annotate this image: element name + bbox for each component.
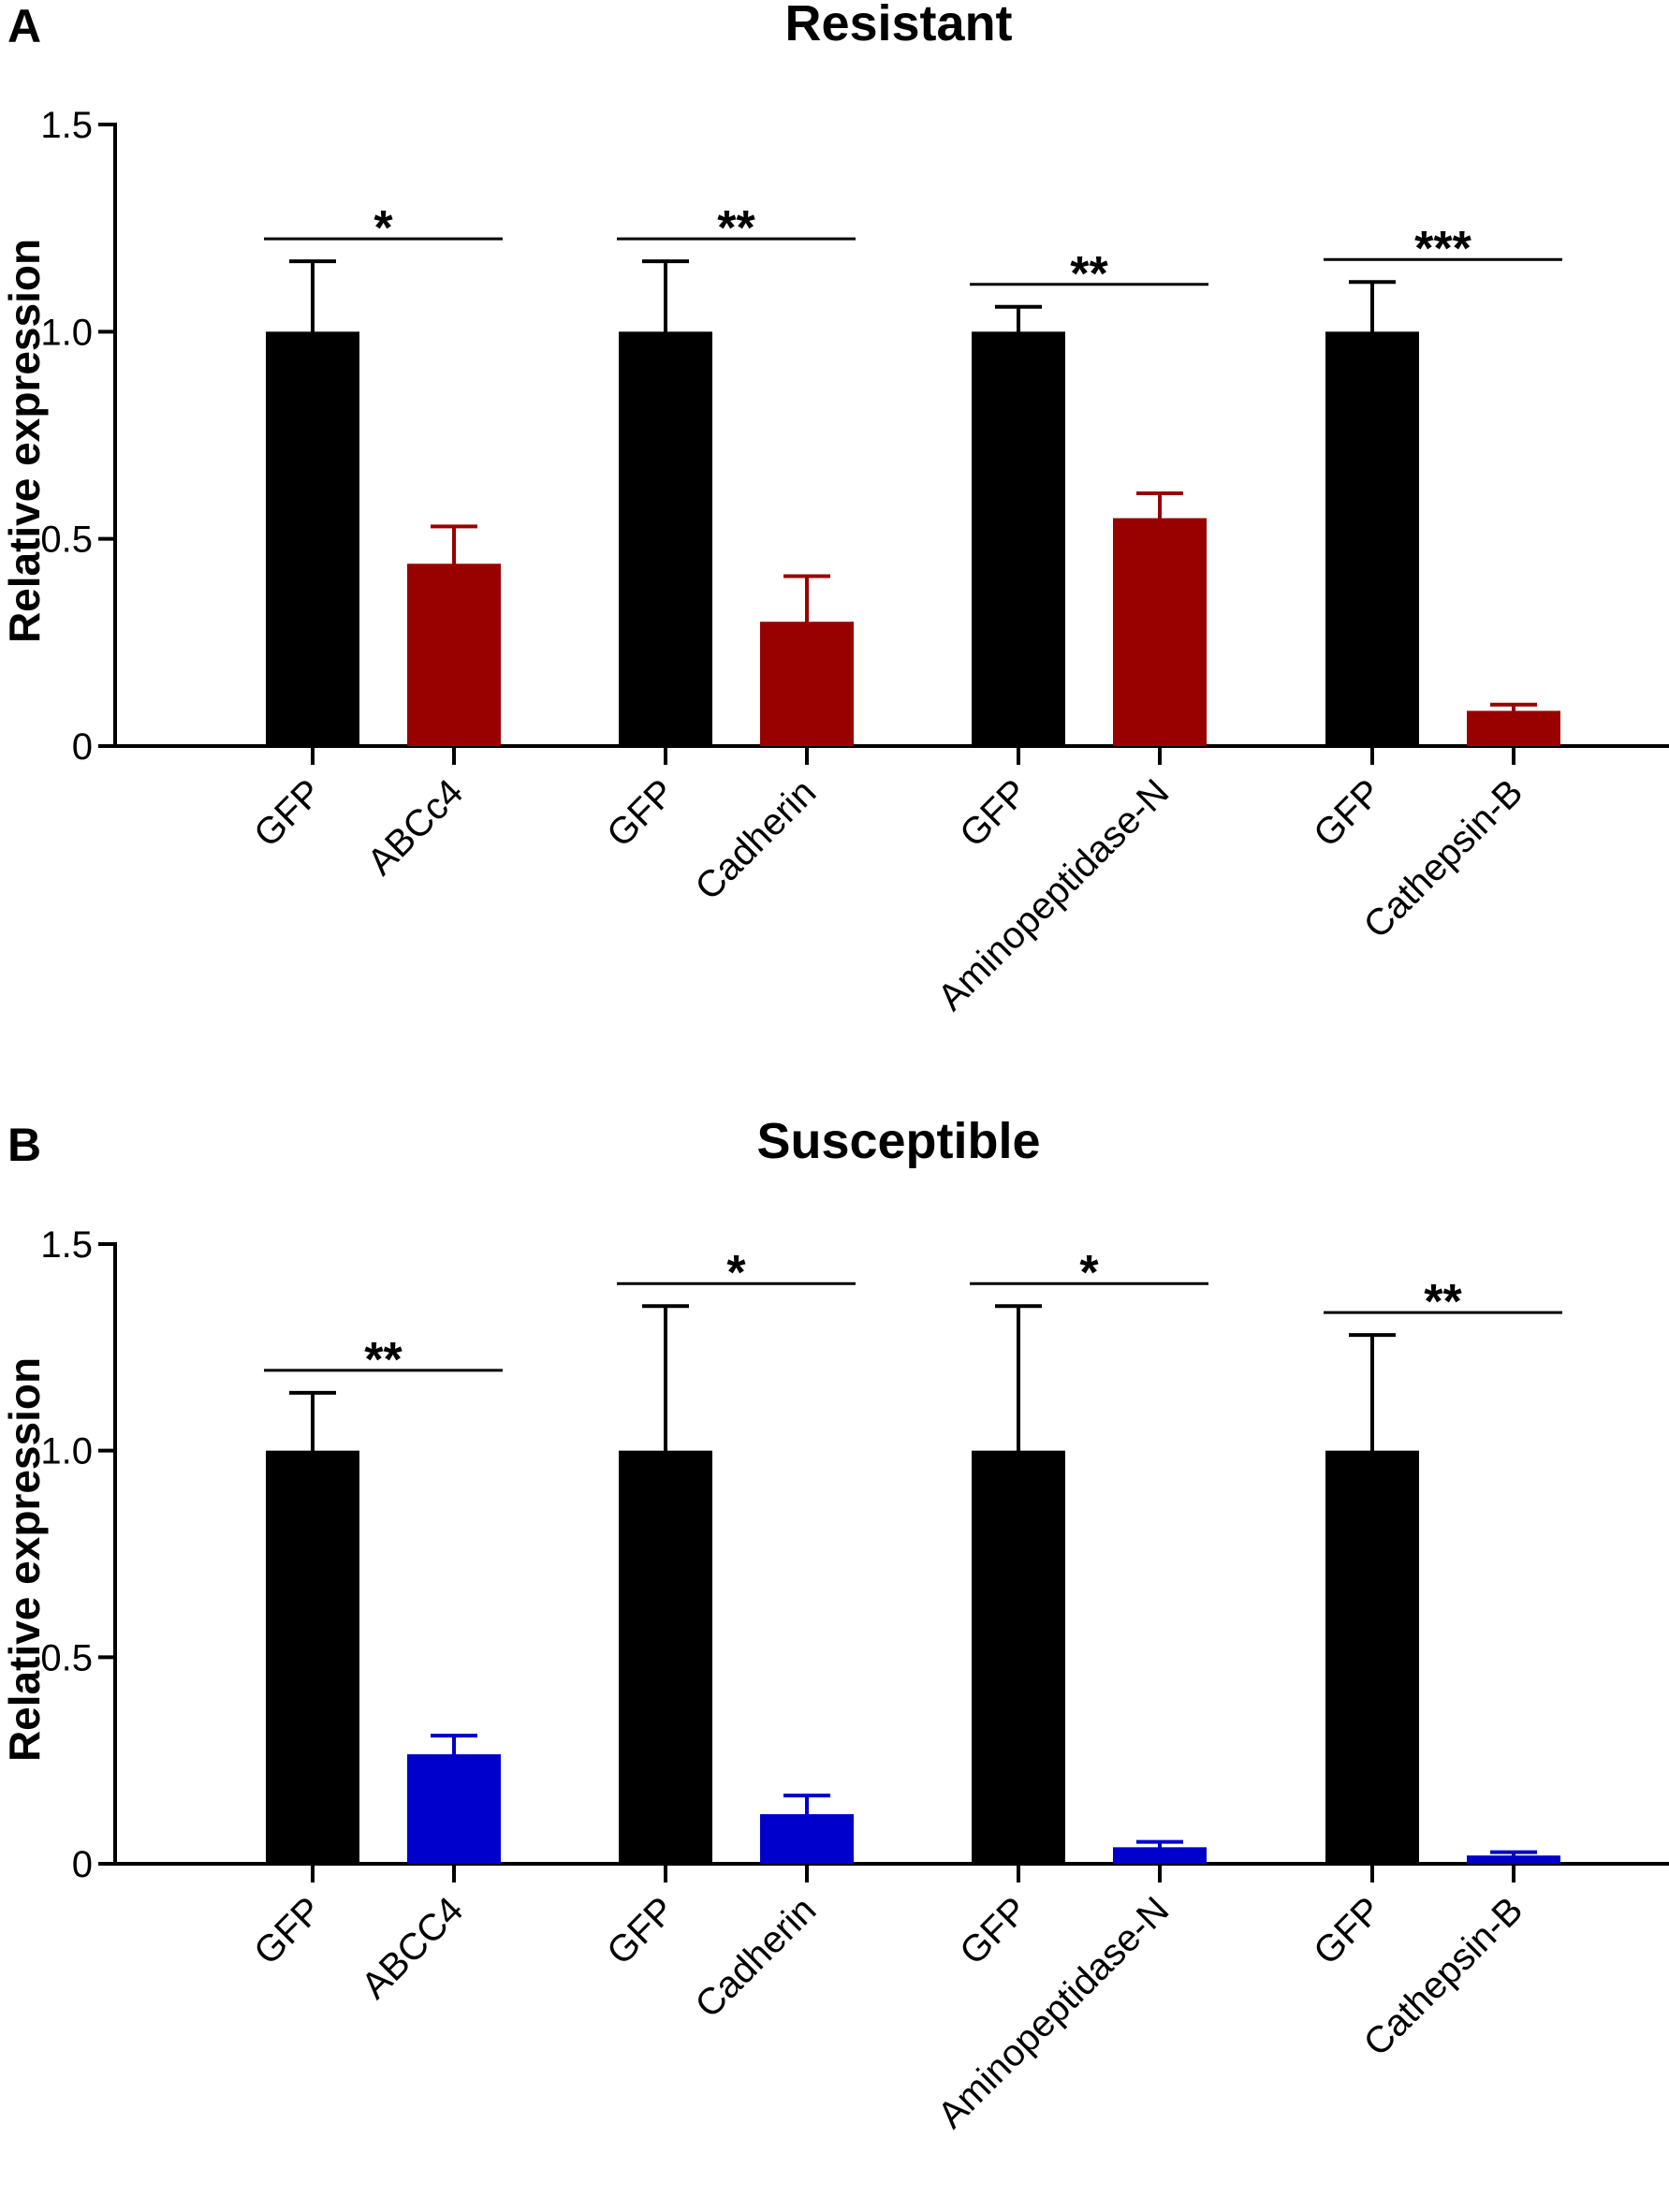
- y-tick-label: 0.5: [40, 1637, 93, 1678]
- significance-label: **: [1424, 1275, 1462, 1329]
- bar: [619, 1450, 712, 1864]
- significance-label: *: [373, 201, 393, 256]
- bar: [266, 331, 359, 746]
- panel-letter: A: [7, 0, 41, 52]
- panel-a: A Resistant Relative expression 0 0.5 1.0 1.5 G…: [0, 0, 1669, 1018]
- y-axis-label: Relative expression: [0, 1357, 49, 1762]
- category-label: GFP: [599, 1889, 682, 1972]
- bar: [407, 1754, 501, 1864]
- y-tick-label: 1.5: [40, 105, 93, 146]
- bar: [972, 1450, 1065, 1864]
- bar: [760, 622, 854, 746]
- category-label: GFP: [952, 1889, 1035, 1972]
- y-tick-label: 1.0: [40, 1431, 93, 1472]
- bar: [1113, 518, 1207, 746]
- significance-label: **: [364, 1333, 403, 1387]
- bar: [407, 564, 501, 746]
- category-label: GFP: [246, 771, 329, 855]
- category-label: ABCc4: [359, 771, 471, 883]
- bar: [619, 331, 712, 746]
- y-tick-label: 0: [72, 1844, 93, 1885]
- y-tick-label: 0: [72, 726, 93, 768]
- bar: [1325, 1450, 1419, 1864]
- significance-label: *: [1079, 1246, 1099, 1300]
- significance-label: ***: [1414, 222, 1471, 276]
- category-label: Cadherin: [687, 771, 824, 908]
- category-label: Aminopeptidase-N: [930, 771, 1178, 1018]
- significance-label: **: [1070, 247, 1108, 301]
- bar: [972, 331, 1065, 746]
- bar: [1467, 1855, 1560, 1864]
- bar: [266, 1450, 359, 1864]
- category-label: GFP: [952, 771, 1035, 855]
- bar: [1467, 710, 1560, 746]
- panel-b: B Susceptible Relative expression 0 0.5 1.0 1.…: [0, 1113, 1669, 2136]
- significance-label: *: [726, 1246, 746, 1300]
- category-label: Aminopeptidase-N: [930, 1889, 1178, 2136]
- category-label: GFP: [1306, 771, 1389, 855]
- category-label: GFP: [246, 1889, 329, 1972]
- panel-title: Resistant: [784, 0, 1012, 51]
- category-label: ABCC4: [354, 1889, 471, 2006]
- panel-letter: B: [7, 1119, 41, 1171]
- y-tick-label: 1.5: [40, 1224, 93, 1266]
- category-label: Cadherin: [687, 1889, 824, 2026]
- category-label: GFP: [1306, 1889, 1389, 1972]
- bar: [1325, 331, 1419, 746]
- panel-title: Susceptible: [756, 1113, 1040, 1169]
- significance-label: **: [717, 201, 755, 256]
- bar: [1113, 1847, 1207, 1864]
- y-axis-label: Relative expression: [0, 239, 49, 643]
- y-tick-label: 0.5: [40, 520, 93, 561]
- bar: [760, 1814, 854, 1864]
- y-tick-label: 1.0: [40, 312, 93, 353]
- category-label: GFP: [599, 771, 682, 855]
